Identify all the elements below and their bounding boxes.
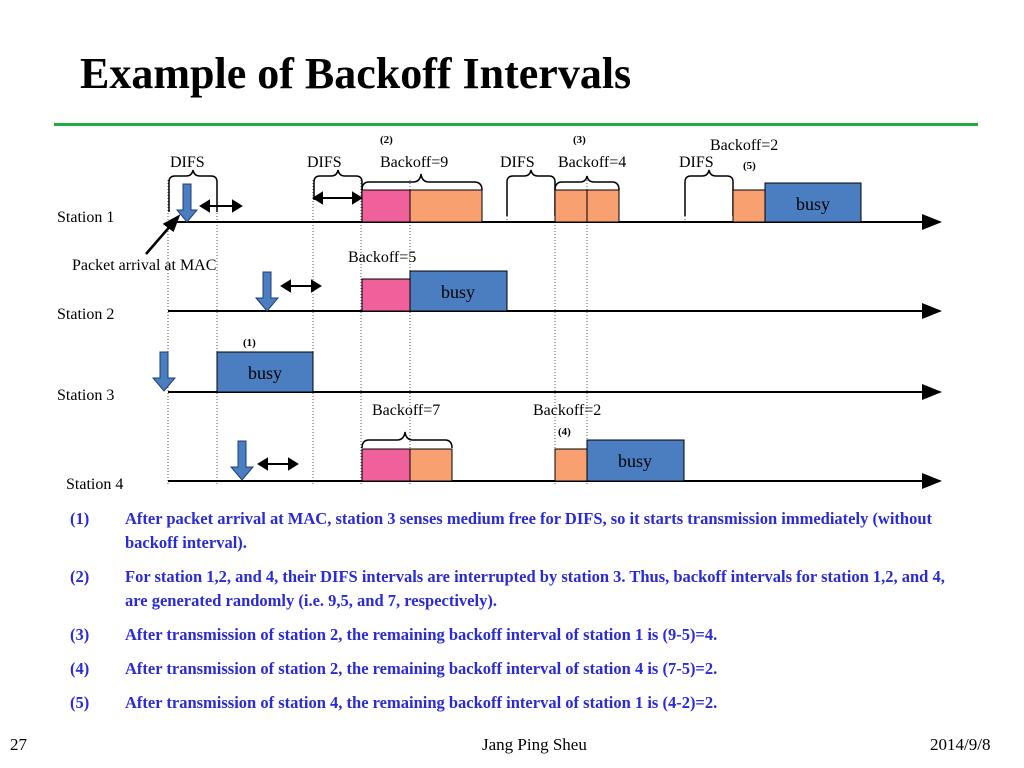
note-number: (1) — [70, 509, 90, 528]
note-number: (5) — [70, 693, 90, 712]
station1-backoff-orange-2 — [732, 189, 766, 223]
station2-backoff-pink — [361, 278, 411, 312]
station3-busy-block — [216, 351, 314, 393]
marker-1: (1) — [243, 337, 256, 349]
station2-busy-block — [409, 270, 508, 312]
note-number: (3) — [70, 625, 90, 644]
explanation-list: (1) After packet arrival at MAC, station… — [70, 507, 970, 725]
busy-label: busy — [618, 451, 652, 471]
backoff-7-label: Backoff=7 — [372, 402, 440, 419]
list-item: (1) After packet arrival at MAC, station… — [70, 507, 970, 555]
backoff-5-label: Backoff=5 — [348, 249, 416, 266]
station1-backoff-pink — [361, 189, 411, 223]
note-text: After transmission of station 2, the rem… — [125, 659, 718, 678]
list-item: (2) For station 1,2, and 4, their DIFS i… — [70, 565, 970, 613]
note-text: For station 1,2, and 4, their DIFS inter… — [125, 567, 945, 610]
packet-arrival-arrow-station4 — [229, 440, 255, 481]
packet-arrival-label: Packet arrival at MAC — [72, 257, 216, 274]
station1-backoff-orange — [409, 189, 483, 223]
backoff-4-label: Backoff=4 — [558, 154, 626, 171]
difs-double-arrow — [280, 279, 322, 293]
marker-4: (4) — [558, 426, 571, 438]
note-text: After transmission of station 2, the rem… — [125, 625, 718, 644]
difs-label: DIFS — [307, 154, 342, 171]
station-4-label: Station 4 — [66, 476, 123, 493]
note-number: (2) — [70, 567, 90, 586]
difs-double-arrow — [257, 457, 299, 471]
station4-busy-block — [586, 439, 685, 482]
station-1-label: Station 1 — [57, 209, 114, 226]
list-item: (4) After transmission of station 2, the… — [70, 657, 970, 681]
difs-label: DIFS — [679, 154, 714, 171]
busy-label: busy — [441, 282, 475, 302]
backoff-2-label-station1: Backoff=2 — [710, 137, 778, 154]
marker-3: (3) — [573, 134, 586, 146]
guide-lines — [167, 180, 686, 484]
footer-date: 2014/9/8 — [930, 735, 991, 754]
marker-5: (5) — [743, 160, 756, 172]
note-text: After packet arrival at MAC, station 3 s… — [125, 509, 933, 552]
difs-label: DIFS — [170, 154, 205, 171]
page-number: 27 — [10, 735, 27, 754]
packet-arrival-arrow-station3 — [151, 351, 177, 392]
list-item: (5) After transmission of station 4, the… — [70, 691, 970, 715]
difs-label: DIFS — [500, 154, 535, 171]
busy-label: busy — [796, 194, 830, 214]
station1-busy-block — [764, 182, 862, 223]
station4-backoff-orange-2 — [554, 448, 588, 482]
station4-backoff-pink — [361, 448, 411, 482]
backoff-2-label-station4: Backoff=2 — [533, 402, 601, 419]
difs-double-arrow — [312, 191, 363, 205]
marker-2: (2) — [380, 134, 393, 146]
slide-title: Example of Backoff Intervals — [80, 49, 632, 98]
station4-backoff-orange — [409, 448, 453, 482]
difs-braces — [168, 169, 734, 216]
backoff-braces — [361, 173, 620, 449]
difs-double-arrow — [199, 199, 243, 213]
station-2-label: Station 2 — [57, 306, 114, 323]
packet-arrival-arrow-station2 — [254, 271, 280, 312]
station1-backoff-orange-4b — [586, 189, 620, 223]
note-text: After transmission of station 4, the rem… — [125, 693, 718, 712]
station1-backoff-orange-4a — [554, 189, 588, 223]
list-item: (3) After transmission of station 2, the… — [70, 623, 970, 647]
footer-author: Jang Ping Sheu — [482, 735, 587, 754]
busy-label: busy — [248, 363, 282, 383]
title-divider — [54, 123, 978, 126]
backoff-9-label: Backoff=9 — [380, 154, 448, 171]
station-3-label: Station 3 — [57, 387, 114, 404]
note-number: (4) — [70, 659, 90, 678]
packet-arrival-arrow-station1 — [175, 183, 199, 223]
packet-arrival-pointer — [145, 214, 181, 255]
backoff-timing-diagram: Station 1 Station 2 Station 3 Station 4 … — [57, 134, 942, 493]
